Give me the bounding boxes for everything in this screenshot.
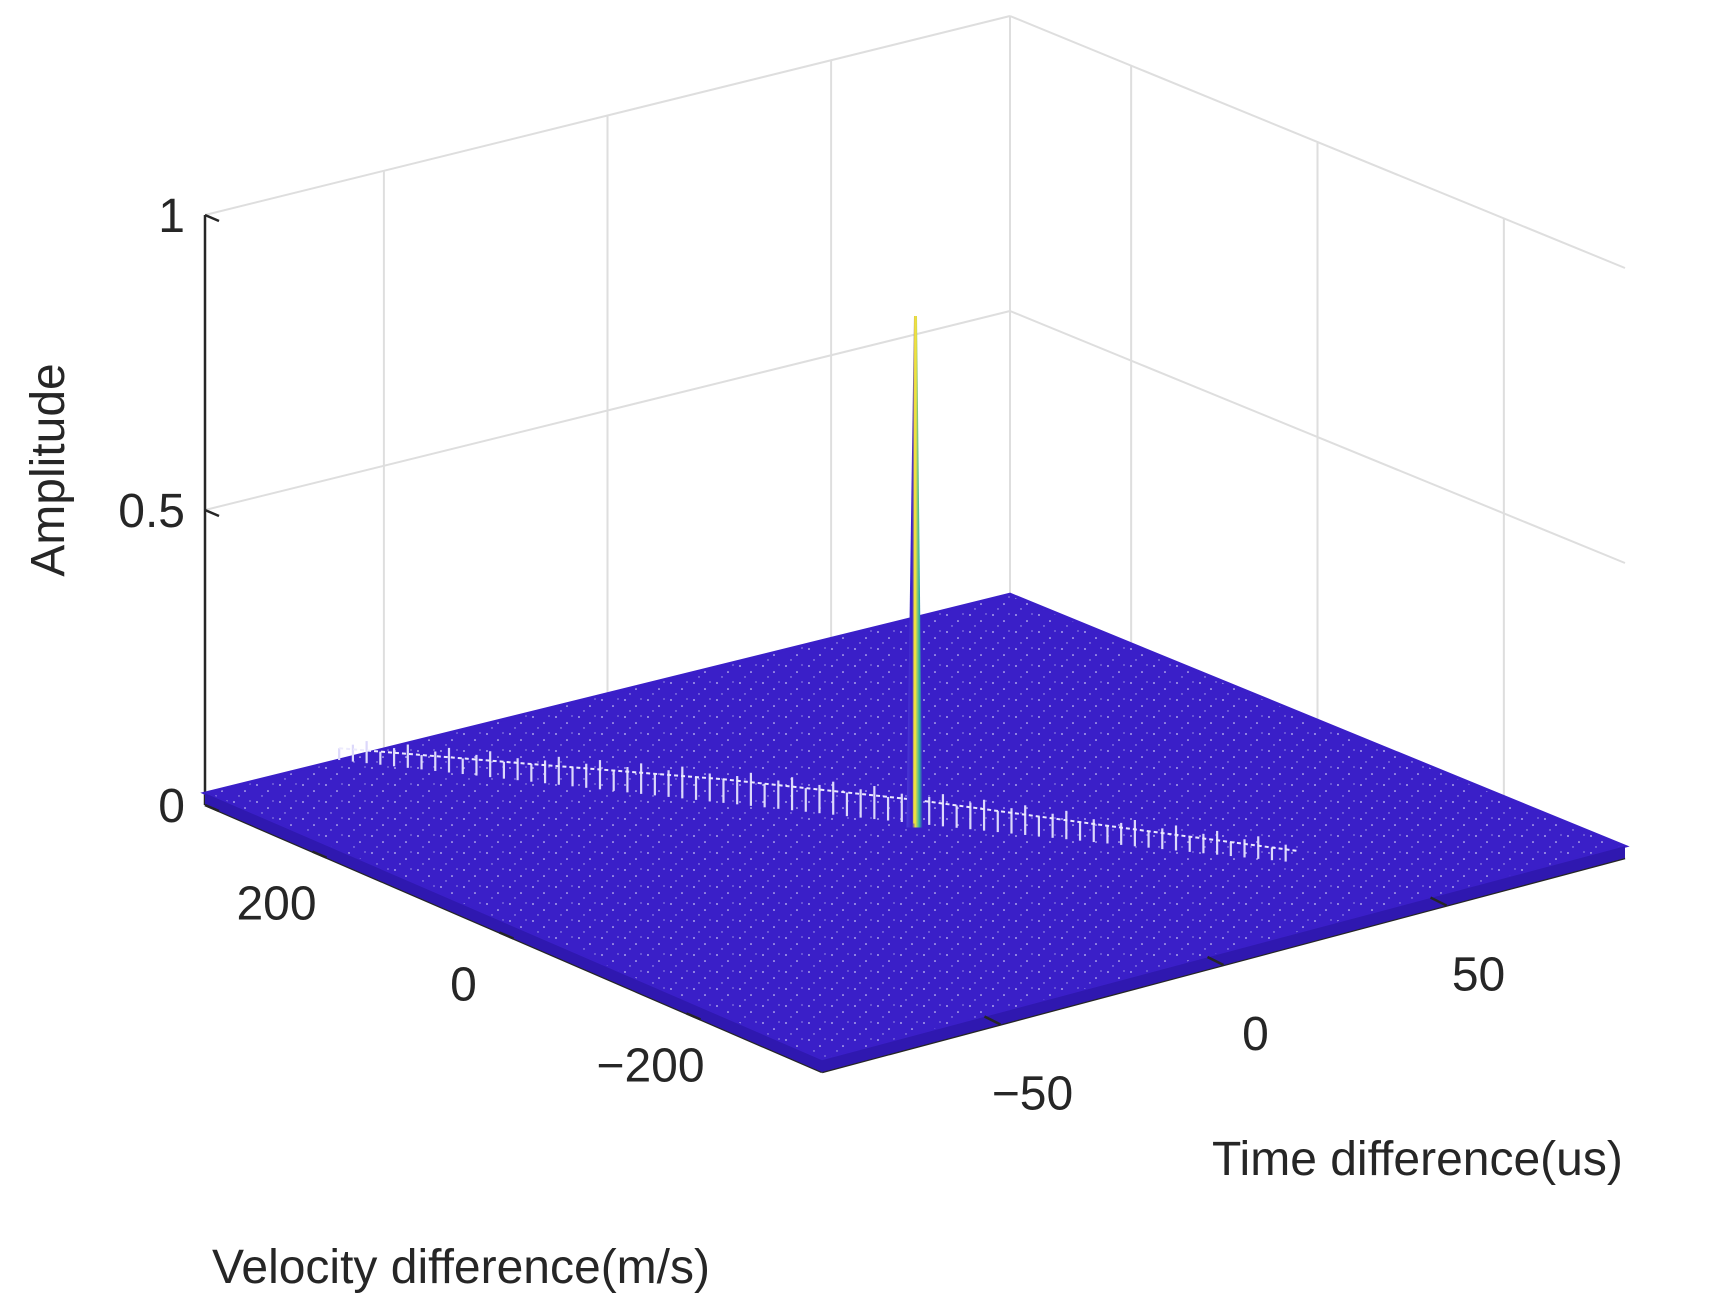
x-tick-label: 0 [1242, 1008, 1269, 1061]
z-tick [204, 803, 220, 813]
tick-labels: 0 0.5 1 −200 0 200 −50 0 50 [118, 190, 1505, 1120]
x-tick-label: −50 [992, 1067, 1073, 1120]
z-tick-label: 0.5 [118, 485, 185, 538]
surface [200, 316, 1630, 1072]
x-tick [983, 1015, 1002, 1026]
y-tick [312, 850, 328, 859]
y-tick-label: 200 [236, 878, 316, 931]
z-tick-label: 0 [158, 780, 185, 833]
x-tick-label: 50 [1452, 949, 1505, 1002]
y-tick-label: −200 [596, 1039, 704, 1092]
peak-spike-core [913, 316, 917, 824]
y-axis-title: Velocity difference(m/s) [212, 1241, 710, 1294]
x-tick [1206, 955, 1225, 967]
z-tick-label: 1 [158, 190, 185, 243]
x-axis-title: Time difference(us) [1212, 1133, 1623, 1186]
y-tick [685, 1012, 701, 1021]
z-tick [204, 508, 220, 518]
z-axis-title: Amplitude [22, 363, 75, 576]
surface-edge [205, 793, 1625, 1072]
z-tick [204, 213, 220, 223]
tick-marks [204, 213, 1448, 1026]
y-tick-label: 0 [450, 959, 477, 1012]
y-tick [499, 931, 514, 940]
x-tick [1429, 896, 1448, 907]
